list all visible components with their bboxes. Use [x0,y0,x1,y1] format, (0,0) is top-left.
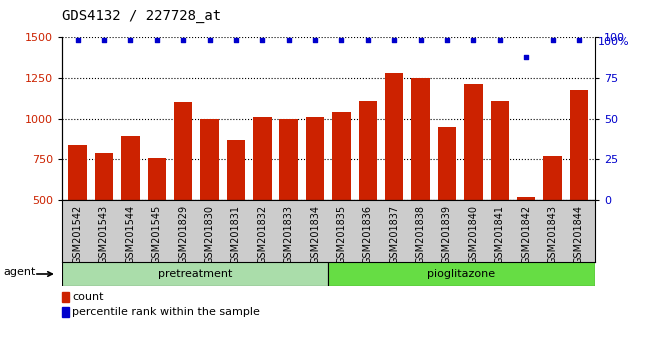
Bar [174,102,192,200]
Bar [306,117,324,200]
Text: GSM201833: GSM201833 [283,205,294,264]
Bar [332,112,351,200]
Text: GSM201841: GSM201841 [495,205,505,264]
Point [468,38,478,43]
Bar [62,292,69,302]
Text: GSM201832: GSM201832 [257,205,267,264]
Point [125,38,136,43]
Bar [543,156,562,200]
Text: GSM201839: GSM201839 [442,205,452,264]
Text: GSM201835: GSM201835 [337,205,346,264]
Bar [464,84,482,200]
Text: pretreatment: pretreatment [158,269,232,279]
Point [283,38,294,43]
Text: percentile rank within the sample: percentile rank within the sample [72,307,260,317]
Point [389,38,399,43]
Point [257,38,268,43]
Text: GSM201829: GSM201829 [178,205,188,264]
FancyBboxPatch shape [62,262,328,286]
Point [72,38,83,43]
Text: GSM201842: GSM201842 [521,205,531,264]
Bar [359,101,377,200]
Text: agent: agent [3,267,36,276]
Text: GSM201836: GSM201836 [363,205,373,264]
Text: GSM201545: GSM201545 [151,205,162,264]
Point [336,38,346,43]
Point [310,38,320,43]
Text: GSM201838: GSM201838 [415,205,426,264]
Point [415,38,426,43]
Bar [62,307,69,317]
Bar [121,136,140,200]
Point [363,38,373,43]
Point [204,38,214,43]
Point [547,38,558,43]
Point [99,38,109,43]
Point [521,54,531,59]
Bar [95,153,113,200]
Bar [569,90,588,200]
Text: GSM201834: GSM201834 [310,205,320,264]
Bar [437,127,456,200]
Text: GSM201830: GSM201830 [205,205,214,264]
Point [178,38,188,43]
Point [495,38,505,43]
Text: GDS4132 / 227728_at: GDS4132 / 227728_at [62,9,221,23]
Text: GSM201831: GSM201831 [231,205,241,264]
Bar [200,119,219,200]
Bar [280,119,298,200]
Text: GSM201843: GSM201843 [547,205,558,264]
Point [231,38,241,43]
Text: GSM201837: GSM201837 [389,205,399,264]
Text: GSM201840: GSM201840 [469,205,478,264]
Text: pioglitazone: pioglitazone [428,269,495,279]
Text: count: count [72,292,103,302]
Bar [148,158,166,200]
Text: GSM201543: GSM201543 [99,205,109,264]
Text: 100%: 100% [598,37,630,47]
Text: GSM201844: GSM201844 [574,205,584,264]
Bar [491,101,509,200]
Point [151,38,162,43]
Point [442,38,452,43]
Text: GSM201542: GSM201542 [73,205,83,264]
Bar [385,73,404,200]
Point [574,38,584,43]
FancyBboxPatch shape [328,262,595,286]
Bar [517,197,536,200]
Bar [227,140,245,200]
Text: GSM201544: GSM201544 [125,205,135,264]
Bar [411,78,430,200]
Bar [253,117,272,200]
Bar [68,145,87,200]
